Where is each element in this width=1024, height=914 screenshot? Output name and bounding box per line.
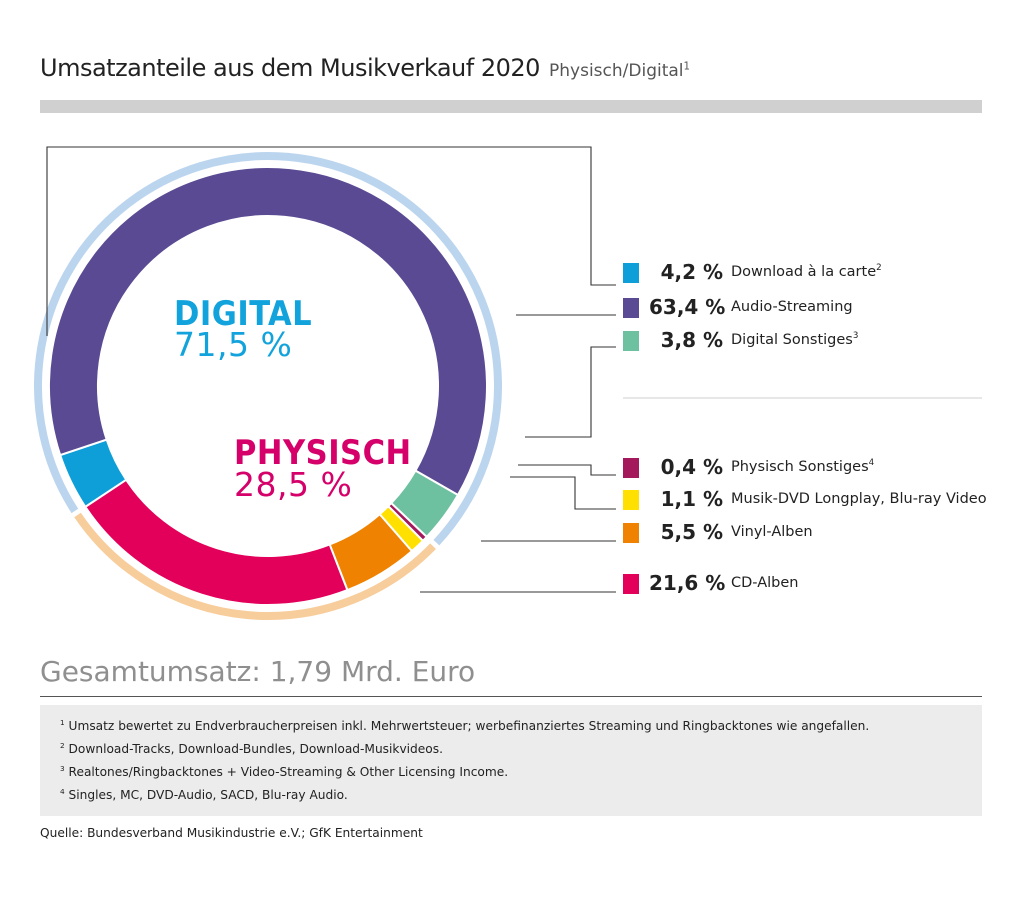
slice-cd-alben	[83, 478, 349, 606]
total-revenue: Gesamtumsatz: 1,79 Mrd. Euro	[40, 655, 476, 688]
legend-label-text: Audio-Streaming	[731, 299, 853, 315]
legend-value: 63,4 %	[649, 295, 726, 319]
title-divider-bar	[40, 100, 982, 113]
physisch-group-percent: 28,5 %	[234, 465, 353, 504]
footnote-1-text: Umsatz bewertet zu Endverbraucherpreisen…	[68, 719, 870, 733]
leader-line-digital-sonstiges	[525, 346, 616, 438]
chart-title: Umsatzanteile aus dem Musikverkauf 2020	[40, 54, 540, 82]
footnote-2-number: 2	[60, 740, 65, 750]
chart-title-row: Umsatzanteile aus dem Musikverkauf 2020 …	[40, 54, 690, 82]
chart-subtitle-text: Physisch/Digital	[549, 61, 684, 81]
legend-label-text: Physisch Sonstiges	[731, 459, 869, 475]
legend-value: 1,1 %	[660, 487, 723, 511]
footnote-4: 4 Singles, MC, DVD-Audio, SACD, Blu-ray …	[60, 788, 348, 802]
legend-label-text: Vinyl-Alben	[731, 524, 813, 540]
group-ring-physisch	[74, 512, 436, 620]
legend-value: 0,4 %	[660, 455, 723, 479]
leader-line-download-la-carte	[46, 146, 616, 336]
legend-label: Digital Sonstiges3	[731, 332, 858, 348]
legend-value: 21,6 %	[649, 571, 726, 595]
legend-label-note: 4	[868, 458, 875, 469]
footnote-3: 3 Realtones/Ringbacktones + Video-Stream…	[60, 765, 508, 779]
footnote-3-text: Realtones/Ringbacktones + Video-Streamin…	[68, 765, 509, 779]
footnote-1: 1 Umsatz bewertet zu Endverbraucherpreis…	[60, 719, 869, 733]
slice-audio-streaming	[48, 166, 488, 497]
digital-group-percent: 71,5 %	[174, 325, 293, 364]
legend-label-note: 3	[852, 331, 859, 342]
physisch-group-label: PHYSISCH	[234, 433, 412, 473]
legend-label-text: Musik-DVD Longplay, Blu-ray Video	[731, 491, 987, 507]
leader-line-physisch-sonstiges	[518, 464, 616, 476]
legend-value: 4,2 %	[660, 260, 723, 284]
chart-subtitle: Physisch/Digital1	[549, 61, 690, 81]
footnotes-box: 1 Umsatz bewertet zu Endverbraucherpreis…	[40, 705, 982, 816]
legend-value: 5,5 %	[660, 520, 723, 544]
footnote-1-number: 1	[60, 717, 65, 727]
chart-subtitle-note: 1	[683, 61, 691, 73]
legend-label-text: CD-Alben	[731, 575, 799, 591]
legend-label: CD-Alben	[731, 575, 798, 591]
footnote-2-text: Download-Tracks, Download-Bundles, Downl…	[68, 742, 443, 756]
legend-label: Vinyl-Alben	[731, 524, 813, 540]
footnote-4-text: Singles, MC, DVD-Audio, SACD, Blu-ray Au…	[68, 788, 348, 802]
legend-swatch	[623, 523, 639, 543]
legend-swatch	[623, 298, 639, 318]
legend-swatch	[623, 331, 639, 351]
footnote-4-number: 4	[60, 786, 65, 796]
footnote-3-number: 3	[60, 763, 65, 773]
digital-group-label: DIGITAL	[174, 294, 313, 334]
legend-label-text: Digital Sonstiges	[731, 332, 853, 348]
legend-swatch	[623, 458, 639, 478]
total-divider	[40, 696, 982, 697]
group-ring-digital	[34, 152, 502, 546]
legend-swatch	[623, 490, 639, 510]
legend-label: Physisch Sonstiges4	[731, 459, 874, 475]
legend-label: Download à la carte2	[731, 264, 882, 280]
source-note: Quelle: Bundesverband Musikindustrie e.V…	[40, 826, 423, 840]
legend-swatch	[623, 263, 639, 283]
legend-label: Audio-Streaming	[731, 299, 853, 315]
legend-label: Musik-DVD Longplay, Blu-ray Video	[731, 491, 987, 507]
legend-label-text: Download à la carte	[731, 264, 877, 280]
legend-swatch	[623, 574, 639, 594]
legend-value: 3,8 %	[660, 328, 723, 352]
leader-line-musik-dvd-longplay-blu-ray-video	[510, 476, 616, 510]
footnote-2: 2 Download-Tracks, Download-Bundles, Dow…	[60, 742, 443, 756]
legend-label-note: 2	[876, 263, 882, 274]
